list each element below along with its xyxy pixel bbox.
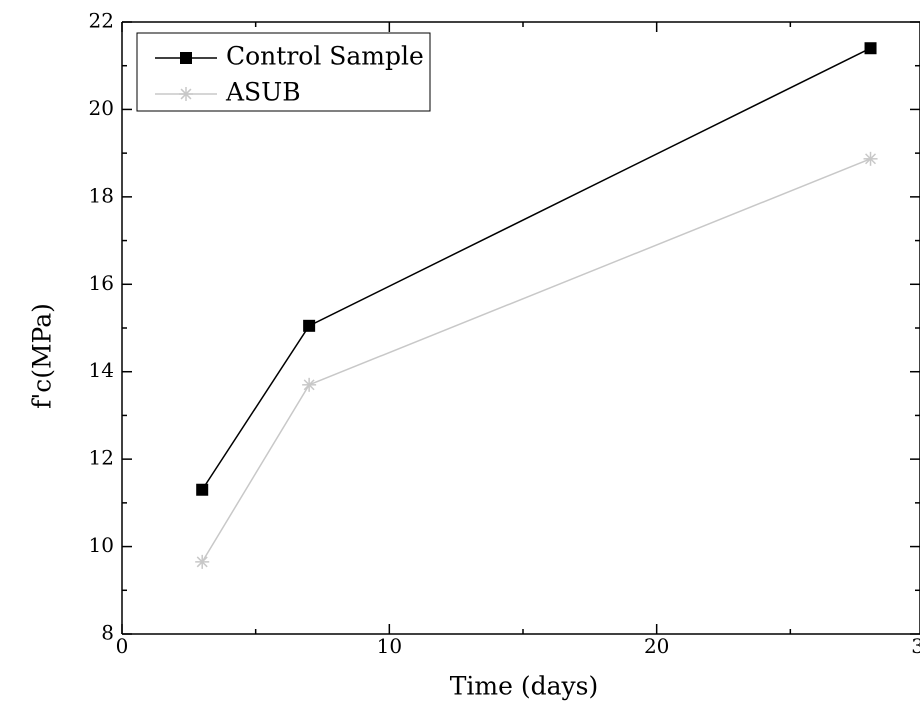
data-point [863, 151, 878, 166]
axes: 0 10 20 30 8 10 12 14 16 18 20 22 [89, 9, 920, 658]
data-point [302, 377, 317, 392]
legend: Control Sample ASUB [136, 32, 431, 112]
series-line [201, 47, 871, 491]
legend-marker [179, 87, 193, 101]
y-tick-label: 16 [89, 271, 114, 295]
series-2 [195, 151, 878, 569]
series-1 [196, 42, 877, 496]
y-tick-label: 12 [89, 446, 114, 470]
y-tick-label: 20 [89, 96, 114, 120]
y-tick-label: 22 [89, 9, 114, 33]
data-point [303, 319, 316, 332]
x-axis-label: Time (days) [450, 672, 599, 701]
x-tick-label: 10 [377, 634, 402, 658]
series-layer [195, 42, 878, 569]
legend-label: Control Sample [226, 42, 424, 71]
y-tick-label: 10 [89, 533, 114, 557]
data-point [195, 554, 210, 569]
legend-entry: ASUB [155, 78, 301, 107]
legend-entry: Control Sample [155, 42, 424, 71]
y-tick-label: 14 [89, 358, 114, 382]
legend-label: ASUB [225, 78, 301, 107]
data-point [196, 483, 209, 496]
x-tick-label: 30 [911, 634, 920, 658]
data-point [864, 42, 877, 55]
y-axis-label: f'c(MPa) [28, 303, 57, 409]
x-tick-label: 0 [116, 634, 129, 658]
legend-marker [180, 52, 192, 64]
y-tick-label: 18 [89, 183, 114, 207]
x-tick-label: 20 [644, 634, 669, 658]
series-line [201, 158, 871, 563]
y-tick-label: 8 [101, 621, 114, 645]
